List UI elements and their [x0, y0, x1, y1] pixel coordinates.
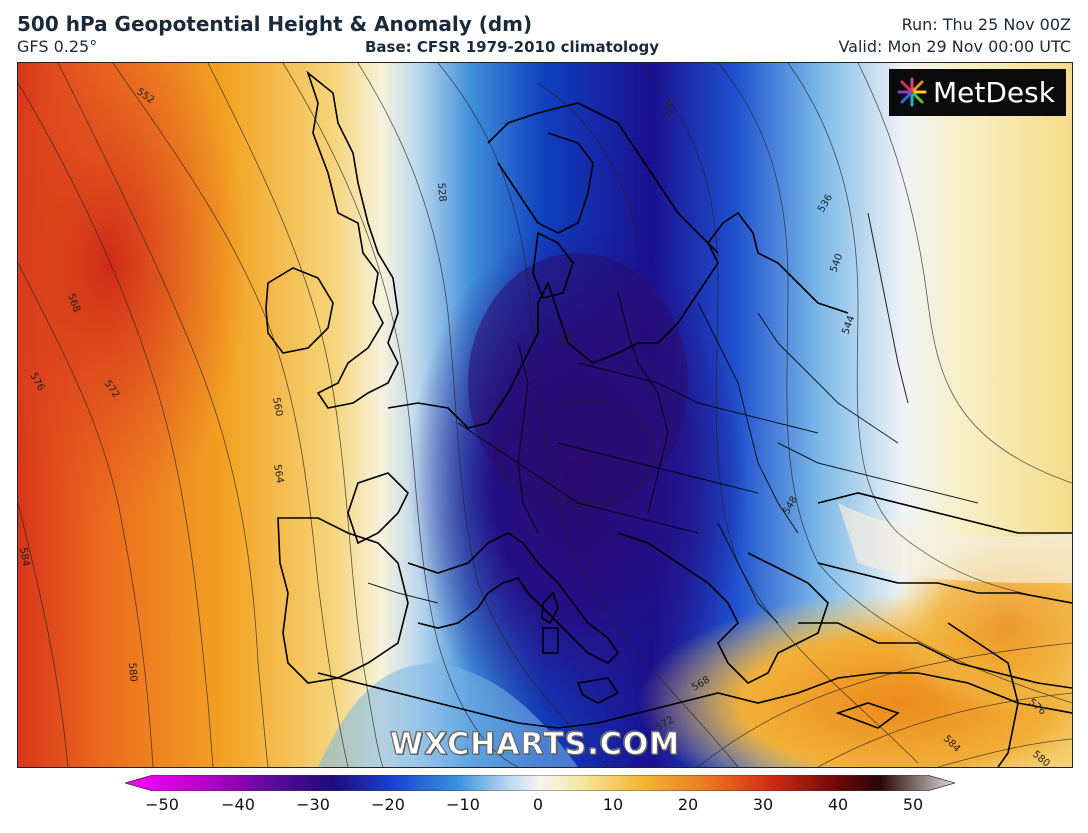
colorbar-tick: −20 [371, 795, 405, 814]
chart-title: 500 hPa Geopotential Height & Anomaly (d… [17, 12, 533, 36]
colorbar-tick: 10 [602, 795, 624, 814]
base-climatology-label: Base: CFSR 1979-2010 climatology [365, 38, 660, 56]
metdesk-logo-text: MetDesk [933, 76, 1055, 109]
model-label: GFS 0.25° [17, 37, 98, 56]
colorbar-tick: 20 [677, 795, 699, 814]
contour-label: 584 [18, 547, 31, 568]
colorbar-tick: −10 [446, 795, 480, 814]
header: 500 hPa Geopotential Height & Anomaly (d… [0, 0, 1088, 62]
anomaly-map: 552 568 576 572 560 564 584 580 528 520 … [17, 62, 1073, 768]
metdesk-starburst-icon [897, 77, 927, 107]
metdesk-logo: MetDesk [889, 69, 1066, 116]
contour-label: 528 [435, 182, 448, 202]
height-contours [18, 63, 1072, 767]
colorbar-tick: 30 [752, 795, 774, 814]
borders [367, 212, 979, 624]
contour-label: 560 [270, 397, 284, 418]
wxcharts-watermark: WXCHARTS.COM [389, 727, 681, 763]
colorbar-tick: 50 [902, 795, 924, 814]
valid-time: Valid: Mon 29 Nov 00:00 UTC [838, 37, 1071, 56]
contour-label: 564 [271, 464, 285, 485]
anomaly-colorbar [125, 775, 955, 791]
colorbar-tick: 40 [827, 795, 849, 814]
colorbar-tick: −40 [221, 795, 255, 814]
run-time: Run: Thu 25 Nov 00Z [901, 15, 1071, 34]
contour-label: 580 [126, 662, 139, 682]
colorbar-tick: −50 [145, 795, 179, 814]
map-canvas: 552 568 576 572 560 564 584 580 528 520 … [18, 63, 1072, 767]
colorbar-ticks: −50 −40 −30 −20 −10 0 10 20 30 40 50 [0, 795, 1088, 819]
colorbar-tick: 0 [532, 795, 544, 814]
coastlines [265, 70, 1072, 767]
colorbar-tick: −30 [296, 795, 330, 814]
